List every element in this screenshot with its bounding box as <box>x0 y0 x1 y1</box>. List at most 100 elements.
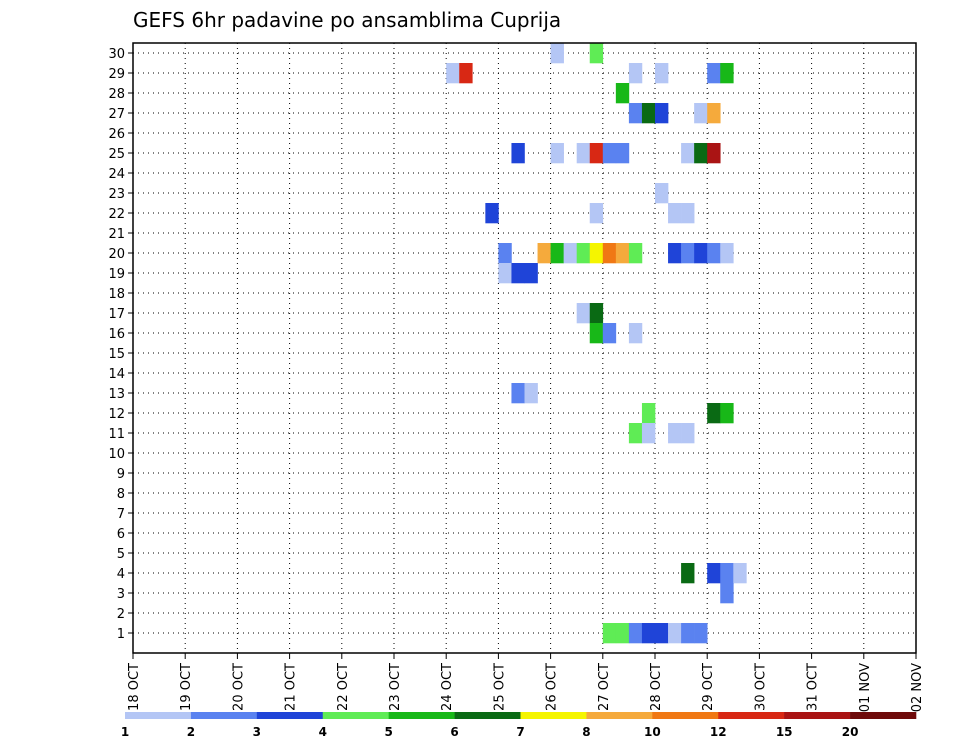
x-tick-label: 27 OCT <box>597 663 612 711</box>
heatmap-cell <box>576 143 591 164</box>
heatmap-cell <box>615 243 630 264</box>
heatmap-cell <box>641 103 656 124</box>
heatmap-cell <box>524 383 538 404</box>
y-tick-label: 27 <box>108 107 125 122</box>
legend-label: 15 <box>776 725 793 739</box>
heatmap-cell <box>628 63 643 84</box>
heatmap-cell <box>446 63 460 84</box>
y-tick-label: 9 <box>117 467 125 482</box>
x-tick-label: 18 OCT <box>127 663 142 711</box>
heatmap-cell <box>589 323 604 344</box>
legend-label: 1 <box>121 725 129 739</box>
legend-swatch <box>125 712 192 719</box>
y-tick-label: 22 <box>108 207 125 222</box>
y-tick-label: 30 <box>108 47 125 62</box>
heatmap-cell <box>589 303 604 324</box>
heatmap-cell <box>707 103 721 124</box>
y-tick-label: 29 <box>108 67 125 82</box>
x-axis: 18 OCT 19 OCT 20 OCT 21 OCT 22 OCT 23 OCT 24 O… <box>127 653 925 712</box>
legend-label: 8 <box>582 725 590 739</box>
heatmap-cell <box>720 403 734 424</box>
heatmap-cell <box>511 263 525 284</box>
heatmap-cell <box>576 303 591 324</box>
heatmap-cell <box>498 263 512 284</box>
heatmap-cell <box>694 243 708 264</box>
y-tick-label: 25 <box>108 147 125 162</box>
heatmap-cell <box>602 143 617 164</box>
heatmap-cell <box>655 103 669 124</box>
chart-title: GEFS 6hr padavine po ansamblima Cuprija <box>133 8 561 32</box>
heatmap-cell <box>733 563 747 584</box>
y-tick-label: 21 <box>108 227 125 242</box>
x-tick-label: 23 OCT <box>388 663 403 711</box>
heatmap-cell <box>655 623 669 644</box>
heatmap-cell <box>641 623 656 644</box>
x-tick-label: 31 OCT <box>806 663 821 711</box>
x-tick-label: 30 OCT <box>753 663 768 711</box>
y-axis: 1234567891011121314151617181920212223242… <box>108 47 133 642</box>
heatmap-cell <box>720 243 734 264</box>
heatmap-cell <box>511 143 525 164</box>
x-tick-label: 29 OCT <box>701 663 716 711</box>
heatmap-cell <box>668 623 682 644</box>
y-tick-label: 7 <box>117 507 125 522</box>
heatmap-cell <box>459 63 473 84</box>
legend-swatch <box>652 712 719 719</box>
heatmap-cell <box>694 103 708 124</box>
legend-swatch <box>850 712 917 719</box>
heatmap-cell <box>694 623 708 644</box>
heatmap-cell <box>668 243 682 264</box>
heatmap-cell <box>550 243 564 264</box>
x-tick-label: 21 OCT <box>284 663 299 711</box>
heatmap-cell <box>641 403 656 424</box>
legend-swatch <box>454 712 521 719</box>
x-tick-label: 01 NOV <box>858 663 873 712</box>
y-tick-label: 15 <box>108 347 125 362</box>
heatmap-cell <box>681 623 695 644</box>
heatmap-cell <box>485 203 499 224</box>
legend-label: 20 <box>842 725 859 739</box>
heatmap-cell <box>655 63 669 84</box>
heatmap-cell <box>615 623 630 644</box>
y-tick-label: 18 <box>108 287 125 302</box>
heatmap-cells <box>446 43 747 644</box>
heatmap-cell <box>694 143 708 164</box>
plot-frame <box>132 42 917 654</box>
heatmap-cell <box>641 423 656 444</box>
y-tick-label: 13 <box>108 387 125 402</box>
legend-label: 6 <box>450 725 458 739</box>
legend-label: 10 <box>644 725 661 739</box>
heatmap-cell <box>681 423 695 444</box>
heatmap-cell <box>615 83 630 104</box>
heatmap-cell <box>681 243 695 264</box>
x-tick-label: 19 OCT <box>179 663 194 711</box>
heatmap-cell <box>576 243 591 264</box>
y-tick-label: 24 <box>108 167 125 182</box>
y-tick-label: 28 <box>108 87 125 102</box>
y-tick-label: 4 <box>117 567 125 582</box>
heatmap-cell <box>589 143 604 164</box>
y-tick-label: 2 <box>117 607 125 622</box>
y-tick-label: 1 <box>117 627 125 642</box>
heatmap-cell <box>615 143 630 164</box>
heatmap-cell <box>628 623 643 644</box>
y-tick-label: 10 <box>108 447 125 462</box>
legend-swatch <box>718 712 785 719</box>
heatmap-cell <box>563 243 577 264</box>
legend-label: 5 <box>384 725 392 739</box>
legend-swatch <box>520 712 587 719</box>
heatmap-cell <box>707 403 721 424</box>
heatmap-cell <box>524 263 538 284</box>
y-tick-label: 20 <box>108 247 125 262</box>
heatmap-cell <box>707 243 721 264</box>
legend-swatch <box>586 712 653 719</box>
y-tick-label: 5 <box>117 547 125 562</box>
y-tick-label: 6 <box>117 527 125 542</box>
y-tick-label: 12 <box>108 407 125 422</box>
heatmap-cell <box>668 203 682 224</box>
legend-swatch <box>256 712 324 719</box>
heatmap-cell <box>720 583 734 604</box>
x-tick-label: 26 OCT <box>545 663 560 711</box>
legend-label: 7 <box>516 725 524 739</box>
